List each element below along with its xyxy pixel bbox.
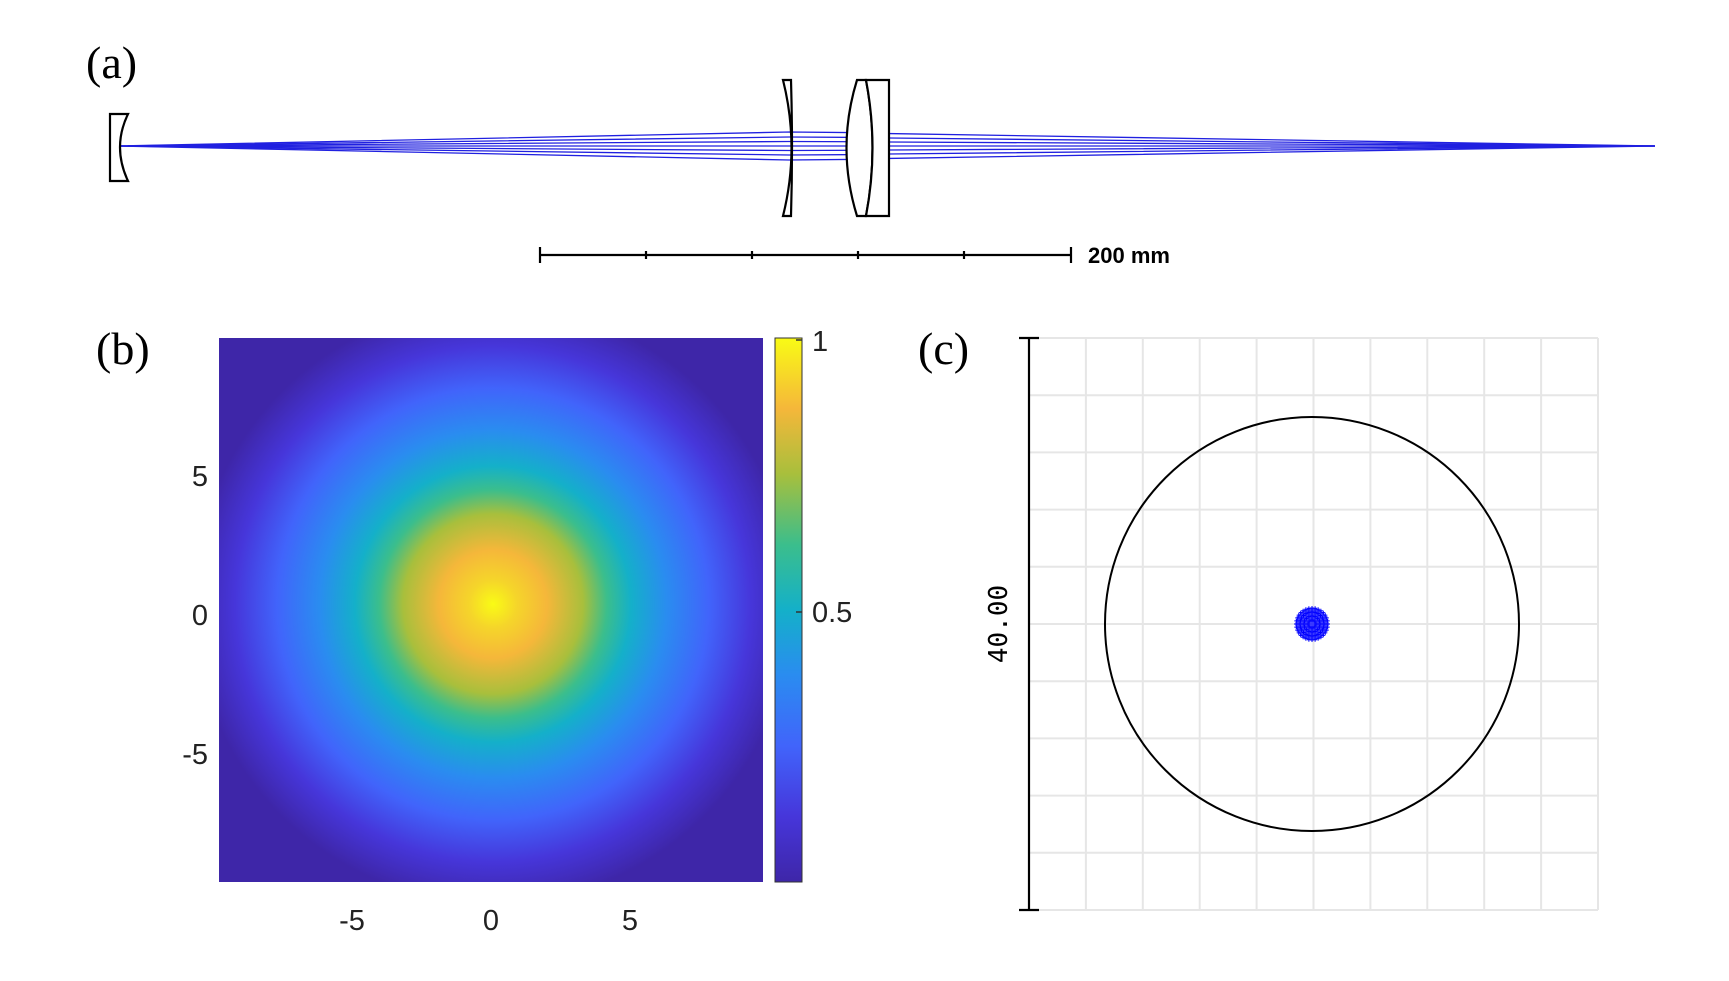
spot-point — [1301, 630, 1306, 635]
panel-b-label: (b) — [96, 323, 150, 374]
spot-point — [1304, 632, 1308, 637]
spot-point — [1313, 614, 1318, 619]
spot-point — [1315, 616, 1320, 621]
spot-point — [1318, 613, 1323, 618]
source-lens-element — [108, 112, 130, 183]
spot-point — [1324, 628, 1329, 633]
first-lens-element — [781, 78, 794, 218]
spot-point — [1304, 616, 1309, 621]
spot-point — [1306, 629, 1311, 634]
spot-point — [1301, 635, 1306, 640]
panel-a-label: (a) — [86, 37, 137, 88]
spot-point — [1302, 625, 1307, 630]
spot-point — [1313, 629, 1318, 634]
spot-point — [1304, 627, 1309, 632]
panel-c: (c) 40.00 — [918, 323, 1599, 912]
spot-point — [1301, 613, 1306, 618]
colorbar-gradient — [774, 337, 803, 883]
spot-point — [1295, 628, 1300, 633]
spot-point — [1321, 618, 1326, 623]
spot-point — [1298, 618, 1303, 623]
spot-point — [1321, 610, 1326, 615]
panel-c-label: (c) — [918, 323, 969, 374]
spot-point — [1315, 627, 1320, 632]
spot-point — [1298, 610, 1303, 615]
colorbar-tick-label: 0.5 — [812, 597, 852, 629]
spot-point — [1313, 610, 1318, 615]
spot-point — [1323, 613, 1328, 618]
spot-point — [1310, 618, 1314, 622]
spot-point — [1320, 616, 1325, 620]
spot-point — [1323, 630, 1328, 635]
spot-point — [1301, 608, 1306, 613]
optical-elements — [108, 78, 891, 218]
spot-point — [1310, 626, 1314, 630]
scale-bar — [538, 247, 1073, 263]
spot-point — [1306, 614, 1311, 619]
spot-point — [1295, 615, 1300, 620]
colorbar-tick-label: 1 — [812, 326, 828, 358]
spot-point — [1318, 608, 1323, 613]
spot-point — [1307, 624, 1312, 629]
spot-point — [1302, 622, 1306, 626]
spot-point — [1318, 622, 1322, 626]
spot-point — [1314, 622, 1318, 626]
spot-point — [1316, 636, 1321, 641]
spot-point — [1316, 607, 1321, 612]
x-axis-ticks: -5 0 5 — [339, 905, 638, 937]
spot-point — [1324, 615, 1329, 620]
spot-point — [1294, 618, 1299, 623]
spot-point — [1306, 622, 1310, 626]
spot-point — [1320, 628, 1325, 632]
spot-point — [1312, 624, 1317, 629]
spot-point — [1296, 613, 1301, 618]
x-tick-label: 0 — [483, 905, 499, 937]
y-tick-label: -5 — [182, 739, 208, 771]
spot-point — [1321, 625, 1326, 630]
spot-point — [1299, 628, 1304, 632]
scale-indicator-label: 40.00 — [984, 585, 1014, 663]
spot-point — [1317, 618, 1322, 623]
beam-profile — [219, 338, 763, 882]
spot-point — [1316, 632, 1320, 637]
spot-point — [1299, 616, 1304, 620]
y-tick-label: 0 — [192, 600, 208, 632]
spot-point — [1310, 630, 1314, 634]
spot-point — [1306, 637, 1311, 642]
scale-bar-label: 200 mm — [1088, 243, 1170, 268]
spot-point — [1325, 625, 1330, 630]
spot-point — [1303, 636, 1308, 641]
airy-disk-circle — [1104, 416, 1520, 832]
spot-point — [1313, 606, 1318, 611]
spot-point — [1316, 611, 1320, 616]
spot-point — [1306, 633, 1311, 638]
panel-b: (b) -5 0 5 5 0 -5 1 0.5 — [96, 323, 852, 937]
scale-indicator — [1019, 336, 1039, 912]
spot-point — [1307, 619, 1312, 624]
x-tick-label: 5 — [622, 905, 638, 937]
heatmap — [219, 338, 763, 882]
colorbar: 1 0.5 — [774, 326, 852, 883]
spot-point — [1312, 619, 1317, 624]
y-axis-ticks: 5 0 -5 — [182, 461, 208, 771]
spot-point — [1303, 607, 1308, 612]
spot-point — [1318, 635, 1323, 640]
spot-point — [1310, 614, 1314, 618]
x-tick-label: -5 — [339, 905, 365, 937]
spot-point — [1304, 611, 1308, 616]
spot-point — [1298, 633, 1303, 638]
y-tick-label: 5 — [192, 461, 208, 493]
spot-point — [1296, 630, 1301, 635]
spot-point — [1318, 630, 1323, 635]
spot-point — [1325, 618, 1330, 623]
third-lens-element — [864, 78, 891, 218]
panel-a: (a) 200 mm — [86, 37, 1656, 268]
spot-point — [1317, 625, 1322, 630]
spot-point — [1302, 618, 1307, 623]
spot-points — [1294, 606, 1330, 642]
spot-point — [1321, 633, 1326, 638]
